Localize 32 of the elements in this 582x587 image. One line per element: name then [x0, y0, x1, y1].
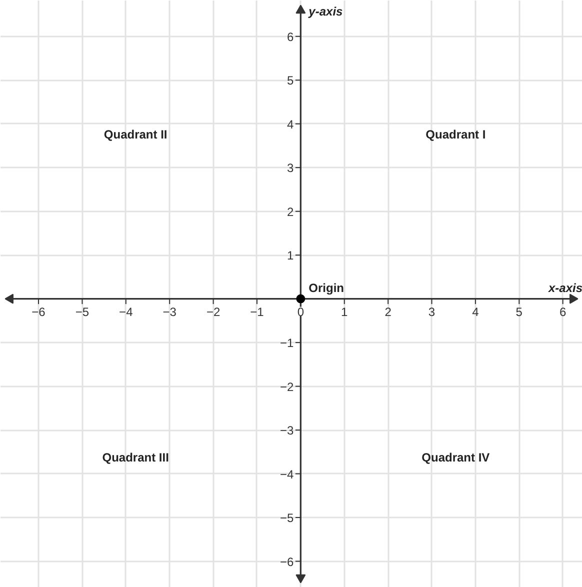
- y-tick-label: −2: [280, 380, 294, 394]
- x-tick-label: 2: [384, 304, 392, 319]
- annotation: Quadrant II: [104, 128, 168, 142]
- x-tick-label: 3: [428, 304, 436, 319]
- x-tick-label: −2: [206, 304, 220, 319]
- y-tick-label: 4: [287, 117, 294, 132]
- y-tick-label: −6: [280, 554, 294, 569]
- x-tick-label: −5: [75, 304, 90, 319]
- y-tick-label: −1: [280, 336, 294, 350]
- x-tick-label: 1: [341, 304, 348, 319]
- x-tick-label: 5: [516, 304, 523, 319]
- y-tick-label: −5: [280, 511, 294, 526]
- y-tick-label: 1: [287, 248, 294, 263]
- annotation: Quadrant IV: [422, 450, 490, 465]
- x-tick-label: −1: [250, 304, 264, 319]
- y-tick-label: 3: [287, 161, 294, 176]
- x-tick-label: −3: [162, 304, 177, 319]
- y-tick-label: 2: [287, 204, 294, 219]
- annotation: Quadrant I: [426, 128, 486, 142]
- annotation: Origin: [308, 280, 344, 295]
- y-tick-label: 6: [287, 30, 294, 44]
- y-tick-label: −3: [280, 424, 294, 438]
- x-tick-label: 6: [560, 304, 566, 319]
- x-tick-label: −4: [119, 304, 134, 319]
- annotation: Quadrant III: [102, 450, 169, 465]
- x-axis-title: x-axis: [547, 280, 582, 295]
- y-tick-label: 5: [287, 74, 294, 88]
- y-tick-label: −4: [280, 467, 294, 482]
- x-tick-label: 4: [472, 304, 480, 319]
- x-tick-label: −6: [32, 304, 46, 319]
- x-tick-label: 0: [297, 304, 304, 319]
- y-axis-title: y-axis: [308, 4, 344, 18]
